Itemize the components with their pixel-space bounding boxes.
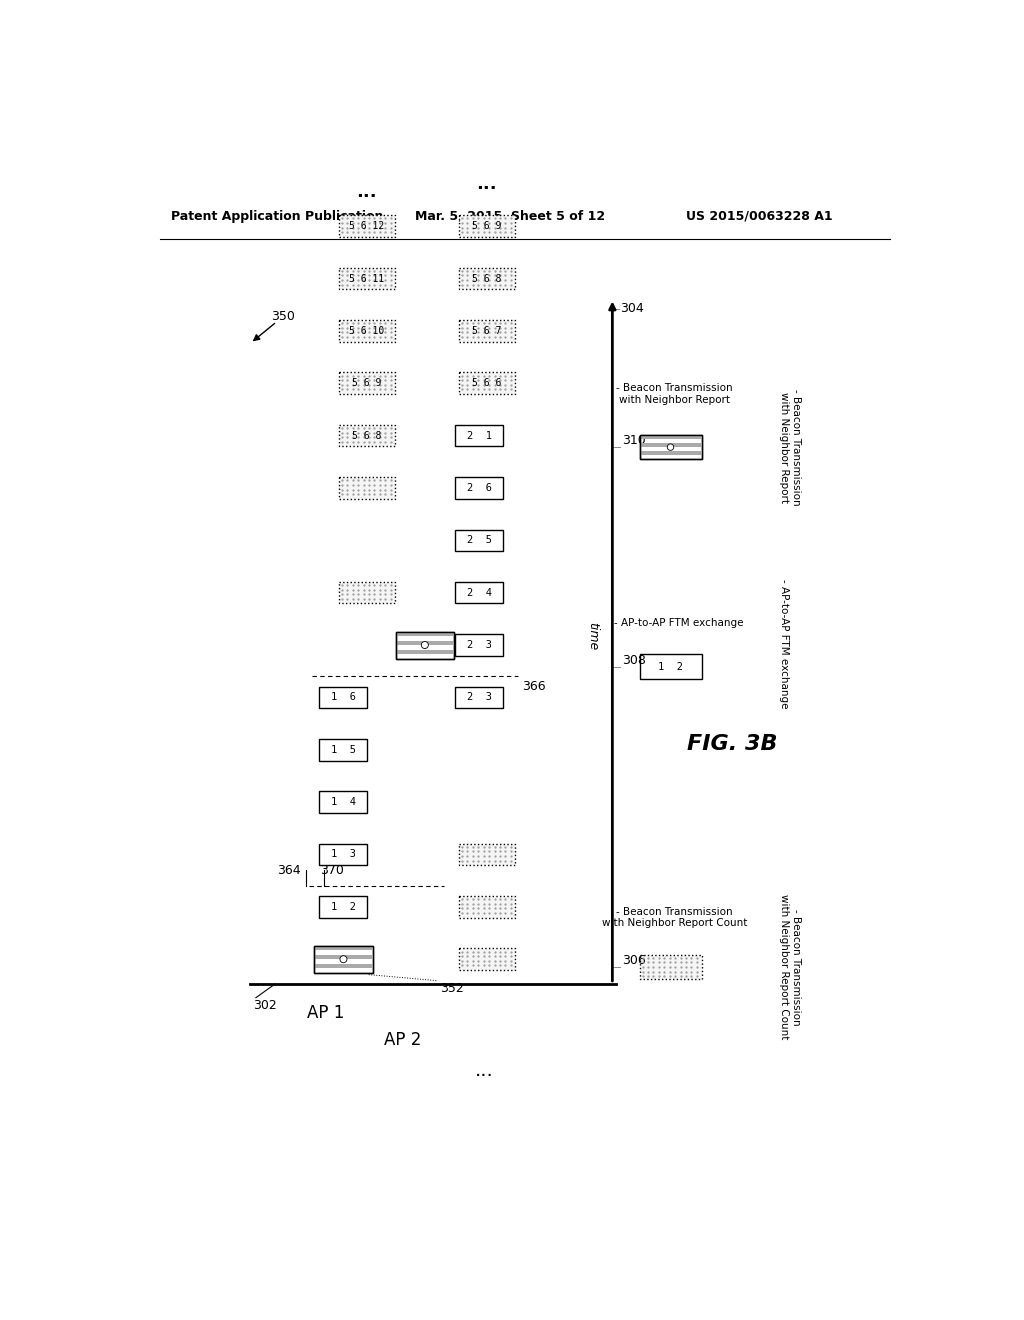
Bar <box>455 425 503 446</box>
Bar <box>319 843 368 866</box>
Text: 302: 302 <box>254 999 278 1012</box>
Text: 1  2: 1 2 <box>658 661 683 672</box>
Text: 5 6 10: 5 6 10 <box>349 326 384 335</box>
Circle shape <box>340 956 347 962</box>
Bar <box>459 321 515 342</box>
Circle shape <box>668 444 674 450</box>
Text: 308: 308 <box>622 653 645 667</box>
Text: Patent Application Publication: Patent Application Publication <box>171 210 383 223</box>
Bar <box>339 478 394 499</box>
Bar <box>455 635 503 656</box>
Bar <box>455 529 503 552</box>
Bar <box>640 434 701 459</box>
Text: FIG. 3B: FIG. 3B <box>687 734 778 754</box>
Bar <box>339 215 394 238</box>
Bar <box>339 582 394 603</box>
Text: 5 6 6: 5 6 6 <box>472 379 502 388</box>
Text: 1  3: 1 3 <box>331 850 356 859</box>
Bar <box>339 268 394 289</box>
Text: 306: 306 <box>622 954 645 968</box>
Text: 5 6 12: 5 6 12 <box>349 222 384 231</box>
Text: - AP-to-AP FTM exchange: - AP-to-AP FTM exchange <box>613 618 743 628</box>
Bar <box>459 948 515 970</box>
Bar <box>459 215 515 238</box>
Text: 2  5: 2 5 <box>467 536 492 545</box>
Text: 1  5: 1 5 <box>331 744 356 755</box>
Text: 366: 366 <box>521 680 546 693</box>
Text: 364: 364 <box>278 863 301 876</box>
Text: 5 6 9: 5 6 9 <box>472 222 502 231</box>
Text: 352: 352 <box>440 982 464 995</box>
Bar <box>315 954 372 958</box>
Bar <box>319 792 368 813</box>
Text: 2  3: 2 3 <box>467 693 492 702</box>
Text: AP 1: AP 1 <box>307 1005 344 1022</box>
Text: ...: ... <box>476 176 497 194</box>
Text: 5 6 7: 5 6 7 <box>472 326 502 335</box>
Bar <box>455 686 503 708</box>
Bar <box>640 655 701 678</box>
Text: 304: 304 <box>621 302 644 315</box>
Text: AP 2: AP 2 <box>384 1031 422 1049</box>
Text: - Beacon Transmission
with Neighbor Report Count: - Beacon Transmission with Neighbor Repo… <box>779 894 801 1040</box>
Bar <box>314 945 373 973</box>
Text: ...: ... <box>356 183 377 201</box>
Bar <box>640 444 700 447</box>
Bar <box>640 436 700 438</box>
Text: 1  4: 1 4 <box>331 797 356 807</box>
Bar <box>319 739 368 760</box>
Text: - AP-to-AP FTM exchange: - AP-to-AP FTM exchange <box>779 578 790 709</box>
Text: - Beacon Transmission
with Neighbor Report: - Beacon Transmission with Neighbor Repo… <box>616 383 733 405</box>
Bar <box>396 640 453 644</box>
Bar <box>459 843 515 866</box>
Text: Mar. 5, 2015  Sheet 5 of 12: Mar. 5, 2015 Sheet 5 of 12 <box>415 210 605 223</box>
Bar <box>396 632 453 636</box>
Text: time: time <box>587 622 599 649</box>
Text: 2  1: 2 1 <box>467 430 492 441</box>
Bar <box>459 372 515 393</box>
Bar <box>339 372 394 393</box>
Bar <box>455 478 503 499</box>
Bar <box>640 434 701 459</box>
Text: 2  3: 2 3 <box>467 640 492 649</box>
Bar <box>459 896 515 917</box>
Text: 350: 350 <box>271 310 295 323</box>
Bar <box>640 451 700 455</box>
Bar <box>319 686 368 708</box>
Bar <box>455 582 503 603</box>
Text: 5 6 9: 5 6 9 <box>352 379 381 388</box>
Text: ...: ... <box>475 1061 494 1080</box>
Text: 310: 310 <box>622 434 645 447</box>
Text: - Beacon Transmission
with Neighbor Report Count: - Beacon Transmission with Neighbor Repo… <box>602 907 748 928</box>
Bar <box>396 649 453 653</box>
Text: 2  6: 2 6 <box>467 483 492 492</box>
Text: 5 6 11: 5 6 11 <box>349 273 384 284</box>
Text: - Beacon Transmission
with Neighbor Report: - Beacon Transmission with Neighbor Repo… <box>779 389 801 506</box>
Text: 1  2: 1 2 <box>331 902 356 912</box>
Bar <box>319 896 368 917</box>
Bar <box>395 631 454 659</box>
Bar <box>339 425 394 446</box>
Circle shape <box>421 642 428 648</box>
Bar <box>459 268 515 289</box>
Text: 5 6 8: 5 6 8 <box>352 430 381 441</box>
Text: 1  6: 1 6 <box>331 693 356 702</box>
Bar <box>315 964 372 968</box>
Text: 2  4: 2 4 <box>467 587 492 598</box>
Bar <box>640 954 701 979</box>
Text: 5 6 8: 5 6 8 <box>472 273 502 284</box>
Bar <box>339 321 394 342</box>
Text: 370: 370 <box>321 863 344 876</box>
Bar <box>314 945 373 973</box>
Bar <box>395 631 454 659</box>
Bar <box>315 946 372 950</box>
Text: US 2015/0063228 A1: US 2015/0063228 A1 <box>686 210 833 223</box>
